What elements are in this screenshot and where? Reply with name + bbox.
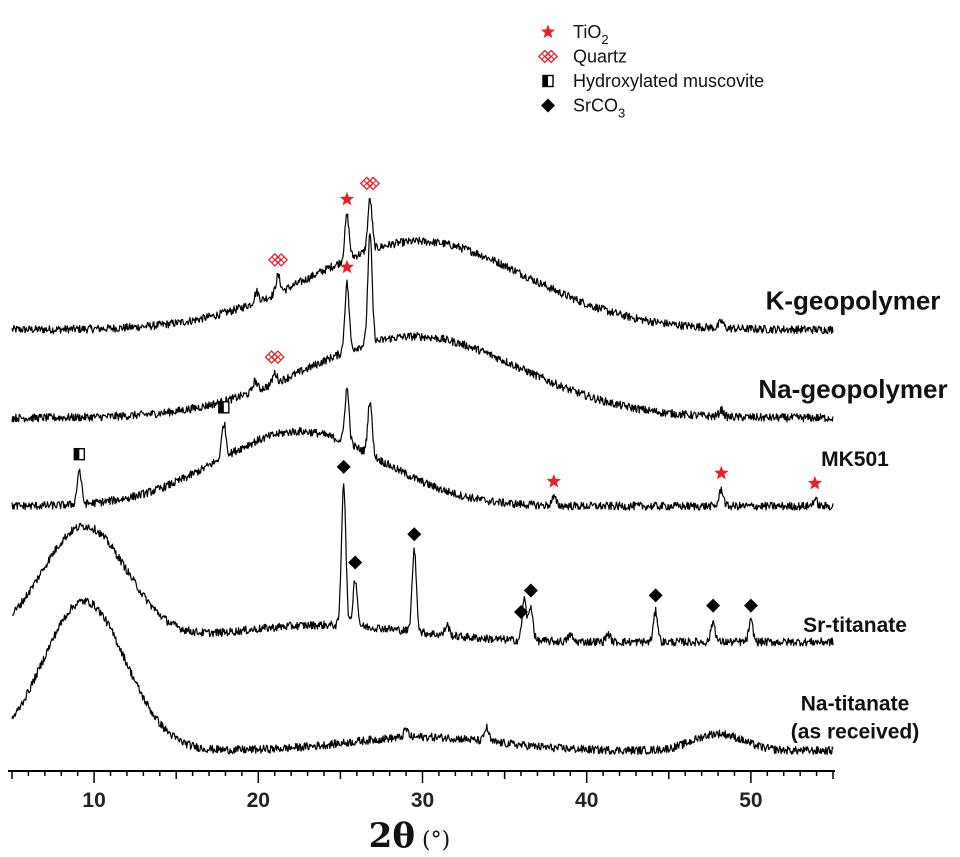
legend-label: SrCO3 [573,96,625,121]
half-square-marker [73,447,86,461]
star-marker [546,473,561,488]
diamond-marker [514,604,529,619]
diamond-marker [348,555,363,570]
legend-item: Quartz [537,47,627,67]
series-line-na-geopolymer [11,233,834,423]
sample-label: Sr-titanate [803,614,907,637]
x-tick-label: 10 [82,789,105,812]
series-line-k-geopolymer [11,197,834,335]
sample-label: (as received) [791,721,919,744]
series-line-mk501 [11,387,834,511]
quartz-legend-icon [537,49,559,64]
diamond-marker [523,583,538,598]
star-marker [339,191,355,206]
x-axis: 10 20 30 40 50 [8,770,835,812]
x-axis-title: 2θ (°) [369,816,451,856]
diamond-marker [706,598,721,613]
series-layer [11,197,834,756]
diamond-marker [648,588,663,603]
legend-label: Hydroxylated muscovite [573,71,764,91]
half-square-marker [218,401,230,414]
sample-label: Na-geopolymer [758,374,947,404]
x-tick-label: 40 [575,789,598,812]
series-line-na-titanate-as-received [11,597,834,756]
quartz-marker [359,176,381,191]
sample-label-layer: K-geopolymer Na-geopolymer MK501 Sr-titanat… [758,286,947,744]
half-square-legend-icon [542,74,554,88]
star-marker [807,475,823,490]
legend-label: Quartz [573,47,627,67]
x-axis-title-unit: (°) [422,828,450,853]
diamond-marker [407,527,422,542]
legend-item: SrCO3 [541,96,625,121]
star-marker [714,465,729,480]
quartz-marker [264,350,285,365]
x-tick-label: 50 [739,789,762,812]
diamond-marker [743,598,758,613]
series-line-sr-titanate [11,483,834,647]
x-tick-label: 30 [411,789,434,812]
diamond-legend-icon [541,98,555,113]
legend-label: TiO2 [573,22,609,47]
star-legend-icon [540,24,556,39]
star-marker [339,259,355,274]
quartz-marker [267,252,289,267]
sample-label: MK501 [821,448,889,471]
sample-label: K-geopolymer [766,286,941,316]
sample-label: Na-titanate [801,693,910,716]
diamond-marker [336,459,351,474]
x-tick-label: 20 [247,789,270,812]
x-axis-title-main: 2θ [369,816,415,856]
legend-item: Hydroxylated muscovite [542,71,764,91]
phase-marker-layer [73,176,823,619]
legend-item: TiO2 [540,22,609,47]
